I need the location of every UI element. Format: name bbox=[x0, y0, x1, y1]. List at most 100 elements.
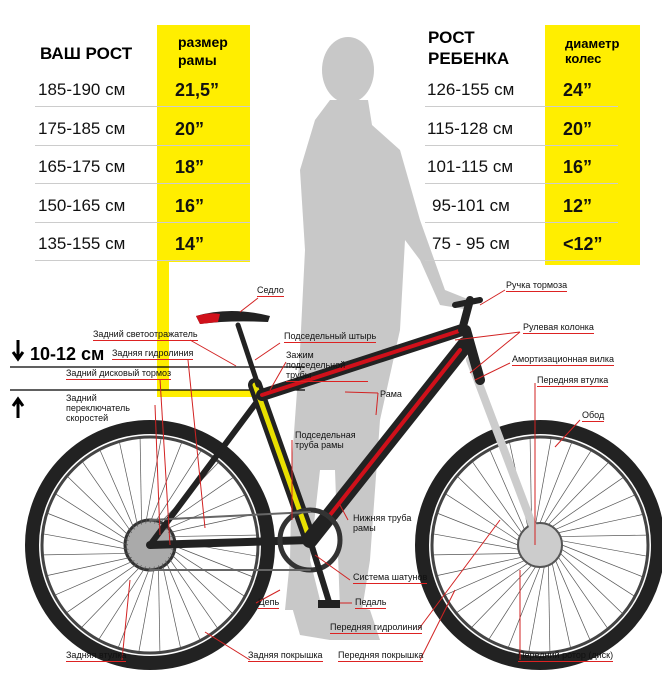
spoke bbox=[98, 566, 147, 640]
label-front-rotor: Передний ротор (диск) bbox=[518, 650, 614, 662]
spoke bbox=[43, 553, 130, 556]
table-size-cell: 20” bbox=[175, 118, 205, 139]
spoke bbox=[561, 540, 647, 557]
child-height-header: РОСТ РЕБЕНКА bbox=[428, 28, 510, 68]
spoke bbox=[161, 563, 181, 648]
spoke bbox=[488, 566, 537, 640]
spoke bbox=[165, 560, 201, 640]
row-divider bbox=[35, 106, 250, 107]
spoke bbox=[66, 563, 138, 613]
spoke bbox=[558, 514, 643, 534]
spoke bbox=[433, 553, 520, 556]
label-rear-hydro: Задняя гидролиния bbox=[112, 348, 194, 360]
spoke bbox=[551, 563, 571, 648]
your-height-header: ВАШ РОСТ bbox=[40, 44, 133, 63]
spoke bbox=[535, 438, 552, 524]
spoke bbox=[508, 566, 541, 648]
label-pedal: Педаль bbox=[355, 597, 387, 609]
table-height-cell: 185-190 см bbox=[38, 80, 126, 99]
table-height-cell: 135-155 см bbox=[38, 234, 126, 253]
frame-size-header: размер рамы bbox=[178, 34, 228, 68]
label-rear-tire: Задняя покрышка bbox=[248, 650, 323, 662]
spoke bbox=[472, 461, 522, 533]
spoke bbox=[457, 476, 520, 537]
leader-lines bbox=[121, 289, 581, 661]
spoke bbox=[445, 560, 525, 596]
label-seatpost: Подседельный штырь bbox=[284, 331, 377, 343]
label-fork: Амортизационная вилка bbox=[512, 354, 614, 366]
row-divider bbox=[425, 221, 618, 223]
row-divider bbox=[35, 144, 250, 146]
table-size-cell: 16” bbox=[175, 195, 205, 216]
table-height-cell: 175-185 см bbox=[38, 118, 126, 138]
spoke bbox=[489, 450, 525, 530]
row-divider bbox=[425, 144, 618, 146]
arrow-down-icon bbox=[11, 340, 25, 362]
label-rear-reflector: Задний светоотражатель bbox=[93, 329, 198, 341]
table-height-cell: 150-165 см bbox=[38, 195, 126, 215]
spoke bbox=[118, 566, 151, 648]
spoke bbox=[55, 493, 129, 542]
row-divider bbox=[35, 183, 250, 184]
arrow-up-icon bbox=[11, 396, 25, 418]
spoke bbox=[47, 513, 129, 546]
table-size-cell: 21,5” bbox=[175, 80, 220, 100]
spoke bbox=[558, 557, 608, 629]
spoke bbox=[552, 477, 624, 527]
seat-clearance-label: 10-12 см bbox=[30, 344, 105, 364]
spoke bbox=[158, 565, 161, 652]
spoke bbox=[119, 442, 139, 527]
spoke bbox=[171, 544, 253, 577]
bike-frame bbox=[146, 296, 544, 608]
spoke bbox=[528, 566, 545, 652]
spoke bbox=[168, 557, 218, 629]
table-height-cell: 75 - 95 см bbox=[432, 234, 510, 253]
table-size-cell: <12” bbox=[563, 234, 603, 254]
table-height-cell: 126-155 см bbox=[427, 80, 515, 99]
label-brake-lever: Ручка тормоза bbox=[506, 280, 568, 292]
spoke bbox=[445, 493, 519, 542]
spoke bbox=[548, 565, 551, 652]
label-seat-clamp: Зажим подседельной трубы bbox=[286, 350, 368, 382]
spoke bbox=[145, 438, 162, 524]
spoke bbox=[138, 566, 155, 652]
spoke bbox=[47, 556, 132, 576]
label-chain: Цепь bbox=[258, 597, 280, 609]
label-frame: Рама bbox=[380, 389, 402, 399]
label-saddle: Седло bbox=[257, 285, 284, 297]
row-divider bbox=[425, 260, 618, 261]
label-down-tube: Нижняя труба рамы bbox=[353, 513, 412, 533]
spoke bbox=[153, 450, 202, 524]
spoke bbox=[82, 461, 132, 533]
table-size-cell: 24” bbox=[563, 80, 593, 100]
table-size-cell: 12” bbox=[563, 195, 593, 216]
table-height-cell: 165-175 см bbox=[38, 157, 126, 176]
label-front-hydro: Передняя гидролиния bbox=[330, 622, 423, 634]
spoke bbox=[561, 548, 635, 597]
spoke bbox=[139, 438, 142, 525]
spoke bbox=[471, 565, 532, 628]
spoke bbox=[437, 513, 519, 546]
spoke bbox=[555, 494, 635, 530]
spoke bbox=[437, 556, 522, 576]
label-headset: Рулевая колонка bbox=[523, 322, 594, 334]
label-rear-disc-brake: Задний дисковый тормоз bbox=[66, 368, 172, 380]
table-height-cell: 115-128 см bbox=[427, 118, 514, 138]
table-height-cell: 101-115 см bbox=[427, 157, 514, 176]
label-front-tire: Передняя покрышка bbox=[338, 650, 424, 662]
table-size-cell: 20” bbox=[563, 118, 593, 139]
label-seat-tube: Подседельная труба рамы bbox=[295, 430, 356, 450]
spoke bbox=[560, 553, 623, 614]
label-crankset: Система шатунов bbox=[353, 572, 428, 584]
table-size-cell: 14” bbox=[175, 234, 205, 254]
label-front-hub: Передняя втулка bbox=[537, 375, 609, 387]
spoke bbox=[67, 476, 130, 537]
spoke bbox=[543, 450, 592, 524]
wheel-diameter-header: диаметр колес bbox=[565, 36, 620, 66]
spoke bbox=[168, 514, 253, 534]
spoke bbox=[55, 560, 135, 596]
spoke bbox=[43, 533, 129, 550]
spoke bbox=[456, 563, 528, 613]
